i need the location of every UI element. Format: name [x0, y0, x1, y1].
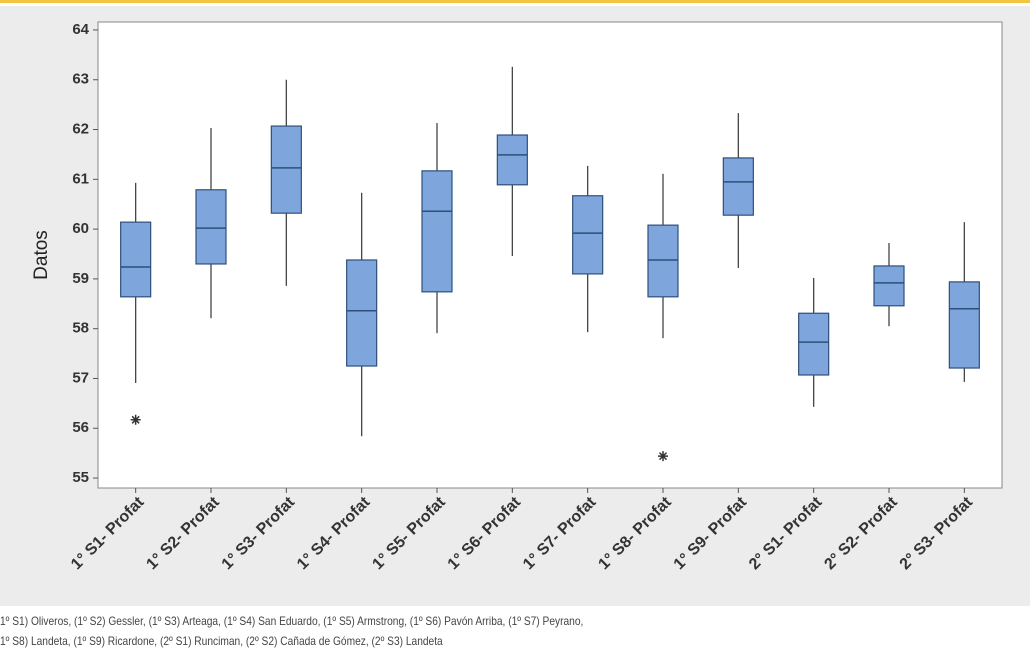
y-tick-label: 56 — [72, 419, 89, 436]
box — [798, 312, 830, 376]
box — [647, 224, 679, 298]
plot-area — [97, 21, 1003, 489]
outlier — [130, 414, 141, 425]
top-rule — [0, 0, 1030, 3]
box — [948, 281, 980, 369]
box — [572, 195, 604, 275]
box — [270, 125, 302, 214]
caption-line: 1º S1) Oliveros, (1º S2) Gessler, (1º S3… — [0, 614, 584, 628]
y-tick-label: 60 — [72, 220, 89, 237]
box — [120, 221, 152, 298]
box — [421, 170, 453, 293]
y-tick-label: 61 — [72, 170, 89, 187]
box — [873, 265, 905, 307]
outlier — [658, 451, 668, 462]
y-tick-label: 62 — [72, 121, 89, 138]
box — [195, 189, 227, 265]
y-tick-label: 59 — [72, 270, 89, 287]
y-axis-label: Datos — [31, 230, 52, 280]
y-tick-label: 55 — [72, 469, 89, 486]
y-tick-label: 63 — [72, 71, 89, 88]
y-tick-label: 64 — [72, 21, 89, 38]
caption-line: 1º S8) Landeta, (1º S9) Ricardone, (2º S… — [0, 634, 443, 648]
box — [496, 134, 528, 186]
y-tick-label: 57 — [72, 369, 89, 386]
y-tick-label: 58 — [72, 320, 89, 337]
box — [346, 259, 378, 367]
box — [722, 157, 754, 216]
